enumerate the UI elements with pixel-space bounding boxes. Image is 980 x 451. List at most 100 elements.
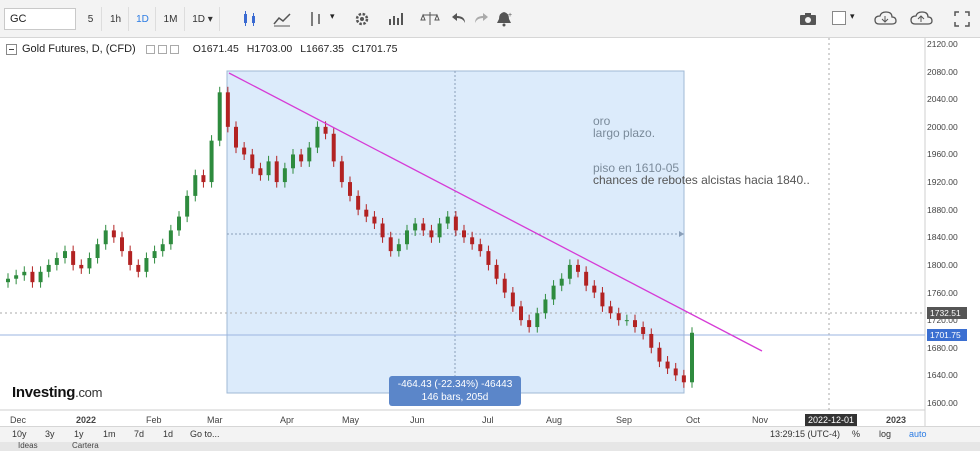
cloud-upload-icon[interactable] [909, 9, 935, 29]
date-axis-label: 2023 [886, 415, 907, 425]
chevron-down-icon[interactable]: ▾ [330, 11, 335, 21]
price-axis-label: 1760.00 [927, 287, 958, 298]
price-chart[interactable] [0, 38, 980, 426]
open-value: O1671.45 [192, 43, 239, 55]
candle-body [242, 147, 247, 155]
color-swatch-button[interactable] [832, 11, 846, 25]
candle-body [38, 271, 43, 283]
collapse-icon[interactable] [6, 43, 17, 55]
candle-body [453, 216, 458, 231]
candle-body [30, 271, 35, 283]
timeframe-dropdown[interactable]: 1D ▾ [186, 7, 220, 31]
candles-icon[interactable] [240, 9, 260, 29]
candle-body [339, 161, 344, 183]
low-value: L1667.35 [300, 43, 344, 55]
price-axis-label: 2000.00 [927, 121, 958, 132]
close-icon[interactable] [169, 44, 179, 54]
area-chart-icon[interactable] [272, 9, 292, 29]
cloud-download-icon[interactable] [873, 9, 899, 29]
candle-body [584, 271, 589, 286]
gear-icon[interactable] [352, 9, 372, 29]
clock-time: 13:29:15 (UTC-4) [770, 429, 841, 439]
price-tag-current: 1701.75 [927, 329, 967, 341]
goto-button[interactable]: Go to... [190, 429, 220, 439]
range-1d[interactable]: 1d [163, 429, 174, 439]
price-axis-label: 1800.00 [927, 259, 958, 270]
chart-area[interactable]: Gold Futures, D, (CFD) O1671.45 H1703.00… [0, 38, 980, 426]
timeframe-1m[interactable]: 1M [157, 7, 185, 31]
price-axis-label: 1600.00 [927, 398, 958, 408]
candle-body [63, 251, 67, 259]
ohlc-values: O1671.45 H1703.00 L1667.35 C1701.75 [193, 43, 403, 55]
candle-body [388, 237, 393, 252]
candle-body [681, 375, 686, 383]
timeframe-1d[interactable]: 1D [130, 7, 156, 31]
range-1y[interactable]: 1y [74, 429, 84, 439]
tab-ideas[interactable]: Ideas [18, 441, 38, 450]
trendline[interactable] [228, 72, 763, 352]
settings-icon[interactable] [145, 44, 155, 54]
logo-suffix: .com [75, 385, 103, 400]
candle-body [624, 320, 629, 322]
candle-body [673, 368, 678, 376]
eye-icon[interactable] [157, 44, 167, 54]
undo-icon[interactable] [450, 9, 470, 29]
candle-body [160, 244, 165, 252]
candle-body [657, 347, 662, 362]
investing-logo: Investing.com [12, 384, 102, 401]
symbol-input[interactable]: GC [4, 8, 76, 30]
range-10y[interactable]: 10y [12, 429, 27, 439]
candle-body [95, 244, 100, 259]
annotation-text[interactable]: oro largo plazo. [593, 115, 655, 139]
candle-body [462, 230, 466, 238]
high-value: H1703.00 [246, 43, 293, 55]
candle-body [356, 195, 361, 210]
chart-legend: Gold Futures, D, (CFD) O1671.45 H1703.00… [6, 43, 402, 55]
candle-body [136, 264, 141, 272]
candle-body [576, 264, 580, 272]
candle-body [364, 209, 369, 217]
range-1m[interactable]: 1m [103, 429, 116, 439]
range-3y[interactable]: 3y [45, 429, 55, 439]
price-axis-label: 1680.00 [927, 342, 958, 353]
candle-body [502, 278, 507, 293]
fullscreen-icon[interactable] [952, 9, 972, 29]
measure-bars: 146 bars, 205d [421, 392, 489, 403]
tab-cartera[interactable]: Cartera [72, 441, 99, 450]
candle-body [46, 264, 51, 272]
candle-body [282, 168, 287, 183]
range-7d[interactable]: 7d [134, 429, 145, 439]
camera-icon[interactable] [798, 9, 818, 29]
log-toggle[interactable]: log [879, 429, 892, 439]
indicators-icon[interactable] [386, 9, 406, 29]
date-axis-label: Jun [410, 415, 425, 425]
candle-body [649, 333, 654, 348]
percent-toggle[interactable]: % [852, 429, 861, 439]
candle-body [486, 251, 491, 265]
chevron-down-icon[interactable]: ▾ [850, 11, 855, 21]
candle-body [494, 264, 499, 279]
candle-body [144, 258, 149, 272]
price-axis-label: 1880.00 [927, 204, 958, 215]
redo-icon[interactable] [470, 9, 490, 29]
date-axis-label: Mar [207, 415, 223, 425]
date-axis-label: Sep [616, 415, 633, 425]
candle-body [234, 126, 238, 148]
compare-icon[interactable] [420, 9, 440, 29]
price-axis-label: 2040.00 [927, 94, 958, 105]
candle-body [291, 154, 295, 169]
candle-body [250, 154, 255, 169]
annotation-text[interactable]: piso en 1610-05 chances de rebotes alcis… [593, 162, 810, 186]
timeframe-1h[interactable]: 1h [103, 7, 129, 31]
alert-icon[interactable]: + [494, 9, 514, 29]
candle-body [14, 275, 19, 279]
legend-title: Gold Futures, D, (CFD) [22, 43, 136, 55]
date-axis-label: Apr [280, 415, 295, 425]
bars-icon[interactable] [306, 9, 326, 29]
timeframe-5[interactable]: 5 [80, 7, 102, 31]
candle-body [592, 285, 597, 293]
candle-body [690, 332, 694, 383]
candle-body [307, 147, 312, 162]
candle-body [266, 161, 271, 176]
auto-toggle[interactable]: auto [909, 429, 927, 439]
